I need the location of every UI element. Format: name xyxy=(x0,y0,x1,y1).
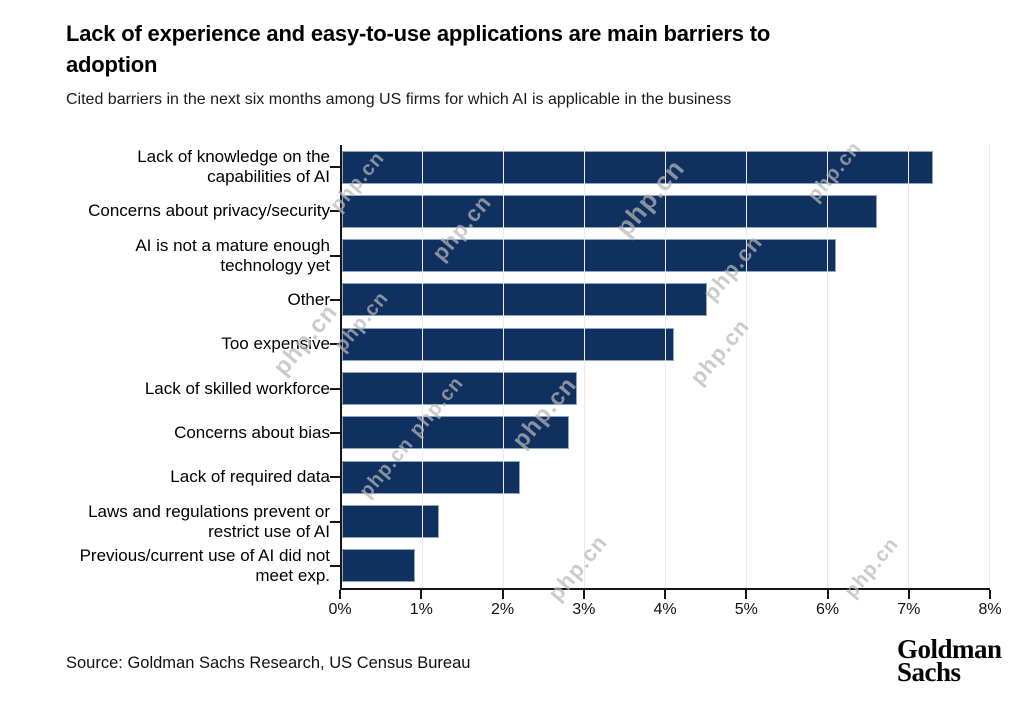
y-axis-tick xyxy=(330,387,340,390)
bar-6 xyxy=(342,372,577,405)
chart-title-line1: Lack of experience and easy-to-use appli… xyxy=(66,21,771,46)
x-axis-labels: 0% 1% 2% 3% 4% 5% 6% 7% 8% xyxy=(328,601,1001,621)
y-axis-tick xyxy=(330,166,340,169)
y-axis-label: Lack of knowledge on the capabilities of… xyxy=(64,145,330,189)
x-axis-tick xyxy=(745,590,748,599)
bar-9 xyxy=(342,504,440,538)
gridline xyxy=(989,145,990,588)
y-axis-label-text: Lack of required data xyxy=(170,467,330,487)
y-axis-ticks xyxy=(330,145,340,588)
bar-8 xyxy=(342,460,521,494)
y-axis-labels: Lack of knowledge on the capabilities of… xyxy=(64,145,330,588)
y-axis-tick xyxy=(330,299,340,302)
y-axis-label: Previous/current use of AI did not meet … xyxy=(64,544,330,588)
goldman-sachs-logo: Goldman Sachs xyxy=(897,636,1002,687)
x-axis-tick xyxy=(339,590,341,599)
y-axis-label: AI is not a mature enough technology yet xyxy=(64,234,330,278)
y-axis-label: Concerns about bias xyxy=(64,411,330,455)
x-axis-tick xyxy=(501,590,504,599)
y-axis-label-text: Lack of skilled workforce xyxy=(144,378,330,398)
y-axis-label: Lack of required data xyxy=(64,455,330,499)
y-axis-label-text: Concerns about privacy/security xyxy=(88,201,330,221)
y-axis-tick xyxy=(330,520,340,523)
y-axis-tick xyxy=(330,210,340,213)
gridline xyxy=(503,145,504,588)
bar-2 xyxy=(342,194,877,228)
x-axis-ticks xyxy=(339,590,991,599)
chart-subtitle: Cited barriers in the next six months am… xyxy=(66,91,732,108)
bar-10 xyxy=(342,549,415,583)
chart-title: Lack of experience and easy-to-use appli… xyxy=(66,18,966,80)
y-axis-label-text: AI is not a mature enough technology yet xyxy=(135,235,330,275)
x-axis-tick xyxy=(420,590,423,599)
x-axis-tick-label: 7% xyxy=(897,601,921,618)
gridline xyxy=(422,145,423,588)
x-axis-tick xyxy=(664,590,666,599)
y-axis-tick xyxy=(330,431,340,434)
gridline xyxy=(827,145,828,588)
logo-line1: Goldman xyxy=(897,634,1002,664)
y-axis-label-text: Concerns about bias xyxy=(174,422,330,442)
y-axis-label-text: Previous/current use of AI did not meet … xyxy=(79,545,330,585)
y-axis-tick xyxy=(330,254,340,257)
y-axis-tick xyxy=(330,343,340,346)
x-axis-tick xyxy=(989,590,991,599)
y-axis-tick xyxy=(330,476,340,479)
x-axis-tick-label: 2% xyxy=(490,601,515,618)
bar-5 xyxy=(342,327,675,361)
y-axis-label-text: Lack of knowledge on the capabilities of… xyxy=(137,147,330,187)
logo-line2: Sachs xyxy=(897,657,961,687)
gridline xyxy=(746,145,747,588)
chart-title-line2: adoption xyxy=(66,52,158,77)
x-axis-tick-label: 4% xyxy=(653,601,677,618)
gridline xyxy=(584,145,585,588)
x-axis-tick-label: 6% xyxy=(815,601,840,618)
y-axis-label: Other xyxy=(64,278,330,322)
y-axis-label-text: Too expensive xyxy=(221,334,330,354)
bar-7 xyxy=(342,416,569,450)
x-axis-tick-label: 0% xyxy=(328,601,352,618)
x-axis-tick-label: 5% xyxy=(734,601,758,618)
y-axis-label: Laws and regulations prevent or restrict… xyxy=(64,499,330,543)
gridline xyxy=(908,145,909,588)
y-axis-label-text: Laws and regulations prevent or restrict… xyxy=(88,501,330,541)
y-axis-label: Concerns about privacy/security xyxy=(64,189,330,233)
bar-3 xyxy=(342,239,837,273)
x-axis-tick xyxy=(582,590,585,599)
x-axis-tick-label: 1% xyxy=(409,601,433,618)
y-axis-tick xyxy=(330,564,340,567)
x-axis-tick xyxy=(907,590,910,599)
plot-area xyxy=(340,145,990,590)
y-axis-label: Lack of skilled workforce xyxy=(64,367,330,411)
x-axis-tick-label: 8% xyxy=(978,601,1002,618)
bar-1 xyxy=(342,150,934,184)
x-axis-tick xyxy=(826,590,829,599)
y-axis-label: Too expensive xyxy=(64,322,330,366)
bar-4 xyxy=(342,283,707,317)
y-axis-label-text: Other xyxy=(287,290,330,310)
source-note: Source: Goldman Sachs Research, US Censu… xyxy=(66,654,471,672)
x-axis-tick-label: 3% xyxy=(572,601,596,618)
gridline xyxy=(665,145,666,588)
